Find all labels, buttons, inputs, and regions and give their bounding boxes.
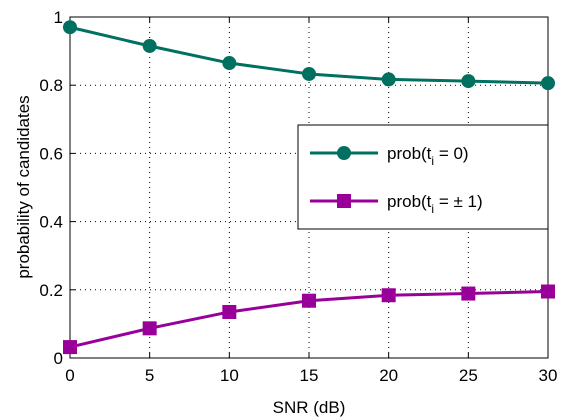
series-2-point — [63, 340, 77, 355]
series-2-point — [302, 293, 316, 308]
x-tick-label: 0 — [65, 366, 74, 385]
axis-ticks: 0 5 10 15 20 25 30 0 0.2 0.4 0.6 0.8 1 — [39, 8, 557, 385]
series-1-point — [302, 66, 316, 81]
x-tick-label: 10 — [220, 366, 239, 385]
x-axis-label: SNR (dB) — [273, 398, 346, 417]
x-tick-label: 20 — [379, 366, 398, 385]
series-1-point — [142, 38, 157, 53]
series-2-point — [381, 288, 396, 303]
legend-label: prob(ti = ± 1) — [387, 192, 483, 216]
legend-box — [297, 124, 549, 230]
x-tick-label: 30 — [539, 366, 558, 385]
y-axis-label: probability of candidates — [14, 95, 33, 278]
y-tick-label: 0.2 — [39, 281, 63, 300]
series-1-point — [461, 74, 476, 89]
x-tick-label: 25 — [459, 366, 478, 385]
series-2-point — [541, 284, 555, 299]
legend-swatch-marker — [337, 194, 351, 208]
legend-items: prob(ti = 0) prob(ti = ± 1) — [310, 144, 483, 216]
series-2-point — [222, 304, 237, 319]
series-2-point — [461, 286, 476, 301]
y-tick-label: 0.6 — [39, 144, 63, 163]
series-1-point — [381, 72, 396, 87]
series-2-point — [142, 321, 157, 336]
legend-swatch-marker — [337, 146, 351, 160]
x-tick-label: 5 — [145, 366, 154, 385]
y-tick-label: 0.8 — [39, 76, 63, 95]
series-1-point — [222, 56, 237, 71]
series-group — [63, 20, 555, 355]
x-tick-label: 15 — [300, 366, 319, 385]
y-tick-label: 1 — [54, 8, 63, 27]
series-1-point — [541, 76, 555, 91]
legend-label: prob(ti = 0) — [387, 144, 469, 168]
legend: prob(ti = 0) prob(ti = ± 1) — [297, 124, 549, 230]
y-tick-label: 0.4 — [39, 213, 63, 232]
y-tick-label: 0 — [54, 349, 63, 368]
series-1-point — [63, 20, 77, 35]
